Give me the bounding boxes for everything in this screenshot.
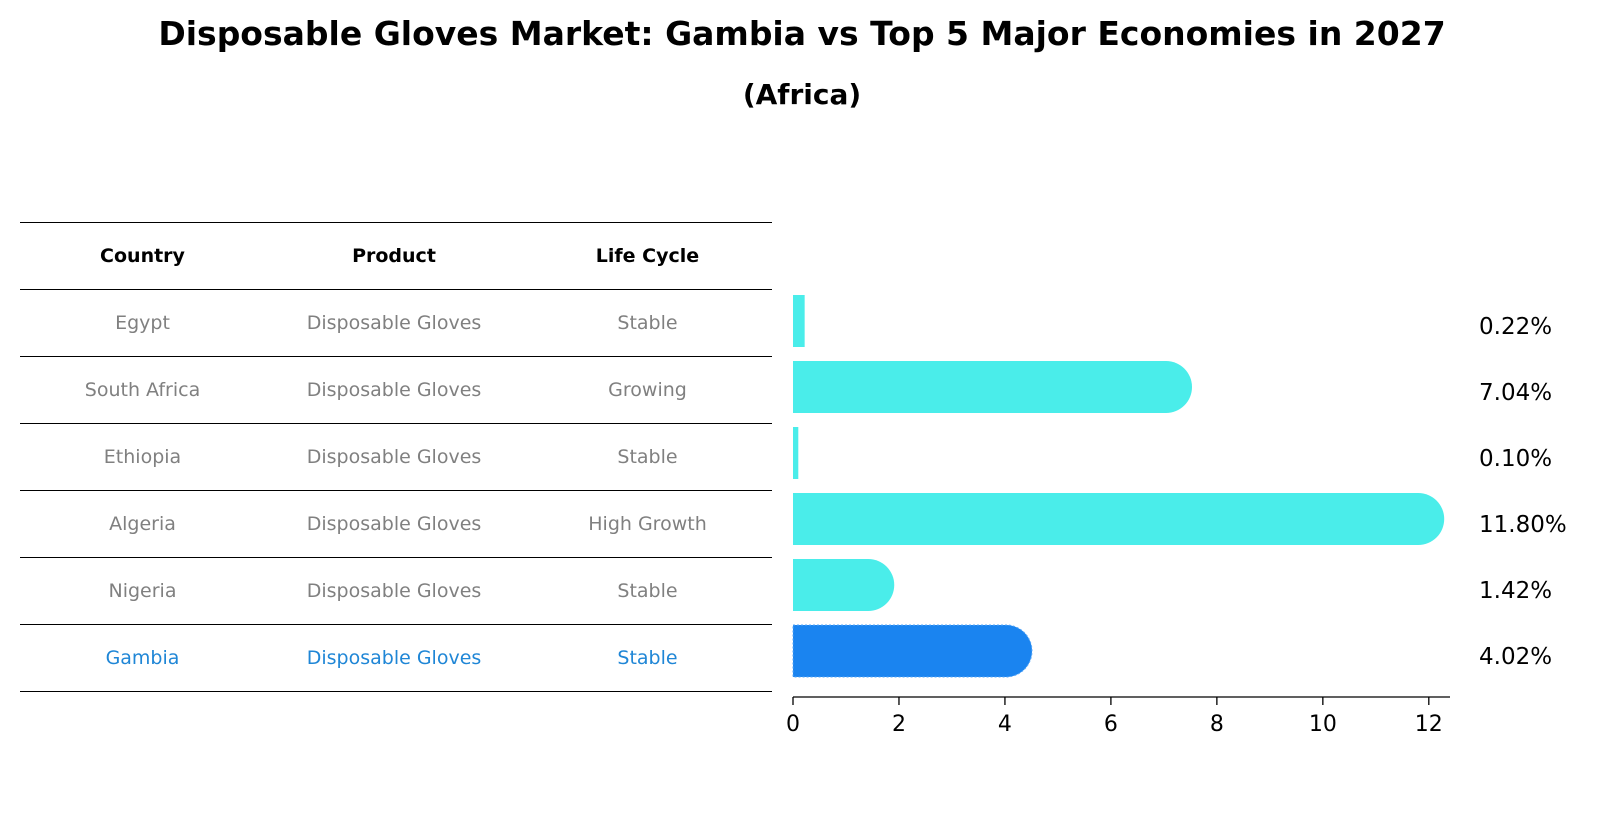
x-axis-tick-label: 6 <box>1104 712 1118 737</box>
chart-title: Disposable Gloves Market: Gambia vs Top … <box>158 14 1446 53</box>
bar-highlighted <box>792 624 1033 678</box>
country-cell: Egypt <box>115 312 170 334</box>
table-row: Nigeria Disposable Gloves Stable <box>20 557 772 624</box>
country-cell: Algeria <box>109 513 176 535</box>
country-cell: South Africa <box>84 379 201 401</box>
life-cycle-cell: High Growth <box>588 513 707 535</box>
table-header-row: Country Product Life Cycle <box>20 222 772 289</box>
bar <box>793 559 895 611</box>
table-row: South Africa Disposable Gloves Growing <box>20 356 772 423</box>
x-axis-tick-label: 2 <box>892 712 906 737</box>
chart-subtitle: (Africa) <box>742 78 862 111</box>
life-cycle-cell: Growing <box>608 379 687 401</box>
life-cycle-cell: Stable <box>617 647 678 669</box>
bar-value-label: 1.42% <box>1479 578 1552 604</box>
bar-value-label: 7.04% <box>1479 380 1552 406</box>
product-cell: Disposable Gloves <box>306 580 482 602</box>
product-cell: Disposable Gloves <box>306 647 482 669</box>
table-row: Ethiopia Disposable Gloves Stable <box>20 423 772 490</box>
x-axis-tick-label: 10 <box>1309 712 1337 737</box>
life-cycle-cell: Stable <box>617 312 678 334</box>
x-axis-tick-label: 12 <box>1415 712 1443 737</box>
bar-value-label: 0.22% <box>1479 314 1552 340</box>
bar <box>793 361 1193 413</box>
product-cell: Disposable Gloves <box>306 446 482 468</box>
country-cell: Ethiopia <box>103 446 182 468</box>
bar-value-label: 0.10% <box>1479 446 1552 472</box>
country-cell: Gambia <box>105 647 180 669</box>
x-axis-tick-label: 8 <box>1210 712 1224 737</box>
product-cell: Disposable Gloves <box>306 312 482 334</box>
bar-value-label: 11.80% <box>1479 512 1567 538</box>
life-cycle-cell: Stable <box>617 446 678 468</box>
header-product: Product <box>352 245 436 267</box>
header-country: Country <box>100 245 185 267</box>
x-axis-tick-label: 4 <box>998 712 1012 737</box>
table-row: Algeria Disposable Gloves High Growth <box>20 490 772 557</box>
bar-value-label: 4.02% <box>1479 644 1552 670</box>
table-row-highlighted: Gambia Disposable Gloves Stable <box>20 624 772 692</box>
country-cell: Nigeria <box>108 580 177 602</box>
table-row: Egypt Disposable Gloves Stable <box>20 289 772 356</box>
x-axis-tick-label: 0 <box>786 712 800 737</box>
country-table: Country Product Life Cycle Egypt Disposa… <box>20 222 772 692</box>
header-life-cycle: Life Cycle <box>595 245 700 267</box>
life-cycle-cell: Stable <box>617 580 678 602</box>
product-cell: Disposable Gloves <box>306 513 482 535</box>
bar <box>793 295 805 347</box>
bar <box>793 493 1445 545</box>
bar <box>793 427 799 479</box>
product-cell: Disposable Gloves <box>306 379 482 401</box>
